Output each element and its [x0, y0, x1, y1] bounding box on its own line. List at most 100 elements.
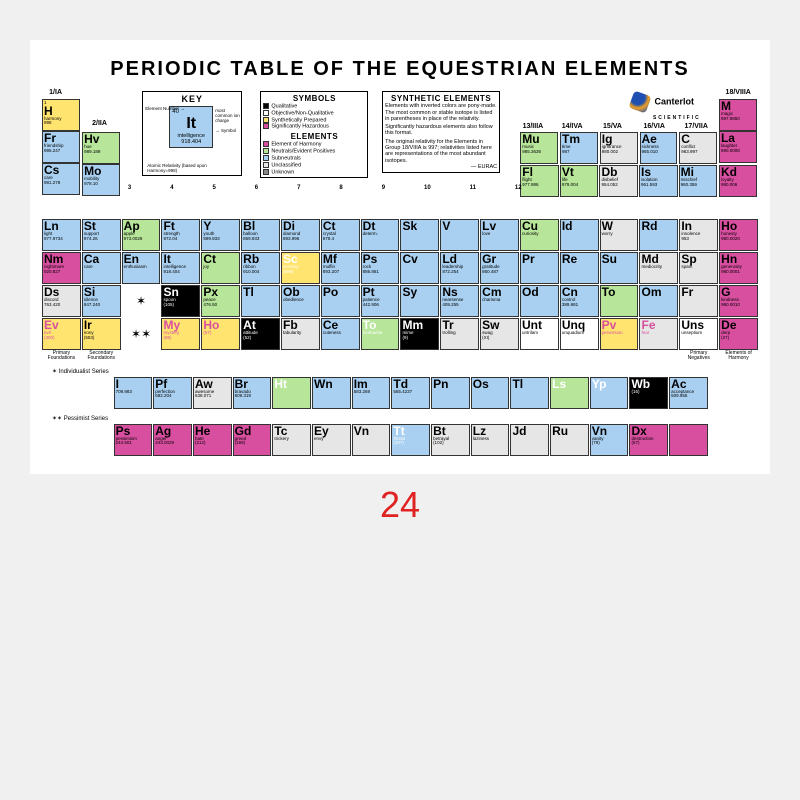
element-cell: Ininsolence953	[679, 219, 718, 251]
element-cell: Swswag(XI)	[480, 318, 519, 350]
element-cell: Mfmuffin893.207	[321, 252, 360, 284]
element-cell: Pxpeace476.50	[201, 285, 240, 317]
element-cell: Pr	[520, 252, 559, 284]
page-number: 24	[380, 484, 420, 526]
element-weight: 509.955	[671, 394, 706, 399]
series-a-label: ✶ Individualist Series	[52, 368, 768, 375]
element-symbol: Bt	[433, 425, 468, 437]
legend-synth-sig: — EURAC	[385, 164, 497, 170]
element-cell: Itintelligence918.404	[161, 252, 200, 284]
element-symbol: Td	[393, 378, 428, 390]
element-name-label: trolling	[442, 331, 477, 336]
element-cell: Cv	[400, 252, 439, 284]
element-cell: Aganger243.0029	[153, 424, 192, 456]
element-weight: (102)	[433, 441, 468, 446]
element-weight: 965.010	[642, 150, 676, 155]
element-weight: (67)	[203, 331, 238, 336]
element-cell: Mymystery(86)	[161, 318, 200, 350]
element-cell: Acacceptance509.955	[669, 377, 708, 409]
element-symbol: Tc	[274, 425, 309, 437]
element-cell: Wworry	[600, 219, 639, 251]
element-cell: Id	[560, 219, 599, 251]
group-label-14: 14/IVA	[562, 123, 583, 130]
element-symbol: Ls	[552, 378, 587, 390]
element-symbol: Ey	[314, 425, 349, 437]
legend-synth: SYNTHETIC ELEMENTS Elements with inverte…	[382, 91, 500, 173]
element-cell: Hngenerosity980.0001	[719, 252, 758, 284]
element-symbol: Re	[562, 253, 597, 265]
element-cell: Obobedience	[281, 285, 320, 317]
element-cell: Ru	[550, 424, 589, 456]
mini-col-2: Hvhue989.189Momobility978.10	[82, 132, 120, 196]
legend-sym-items: QualitativeObjective/Non-QualitativeSynt…	[263, 103, 365, 130]
element-cell: Cncontrol389.981	[560, 285, 599, 317]
brand-logo-icon	[628, 90, 651, 113]
key-title: KEY	[145, 94, 239, 104]
swatch-icon	[263, 123, 269, 129]
element-symbol: Vn	[354, 425, 389, 437]
element-cell: Os	[471, 377, 510, 409]
element-weight: 609.319	[235, 394, 270, 399]
mini-col-17: Cconflict963.997	[679, 132, 717, 164]
element-weight: (898)	[283, 270, 318, 275]
element-weight: 953	[681, 237, 716, 242]
key-wt: 918.404	[172, 139, 210, 145]
element-symbol: Sk	[402, 220, 437, 232]
element-weight: (105)	[163, 303, 198, 308]
element-symbol: Os	[473, 378, 508, 390]
brand-sub: SCIENTIFIC	[653, 115, 701, 121]
element-symbol: Tl	[243, 286, 278, 298]
key-sym: It	[172, 115, 210, 133]
element-cell: Dtdeterm.	[361, 219, 400, 251]
element-weight: 860.487	[482, 270, 517, 275]
element-name-label: unseptium	[681, 331, 716, 336]
brand: Canterlot SCIENTIFIC	[631, 93, 701, 121]
element-weight: 682.204	[155, 394, 190, 399]
element-name-label: care	[84, 265, 119, 270]
element-name-label: envy	[314, 437, 349, 442]
element-weight: 981.278	[44, 181, 78, 186]
element-cell: Totoothache	[361, 318, 400, 350]
element-symbol: Ht	[274, 378, 309, 390]
mini-col-13: Mumusic985.3636	[520, 132, 558, 164]
element-name-label: mediocrity	[641, 265, 676, 270]
element-weight: 998	[44, 121, 78, 126]
element-cell: Sk	[400, 219, 439, 251]
element-weight: (169)	[235, 441, 270, 446]
element-symbol: I	[116, 378, 151, 390]
foot-c17: Primary Negatives	[679, 351, 718, 362]
element-symbol: Id	[562, 220, 597, 232]
element-cell: Dxdestruction(67)	[629, 424, 668, 456]
element-symbol: Dx	[631, 425, 666, 437]
element-cell: Eyenvy	[312, 424, 351, 456]
series-b-label: ✶✶ Pessimist Series	[52, 415, 768, 422]
element-name-label: determ.	[363, 232, 398, 237]
element-symbol: V	[442, 220, 477, 232]
element-weight: 899.933	[203, 237, 238, 242]
element-cell: Hohonesty980.0020	[719, 219, 758, 251]
element-name-label: joy	[203, 265, 238, 270]
element-cell: Trtrolling	[440, 318, 479, 350]
element-weight: 763.420	[44, 303, 79, 308]
element-name-label: laziness	[473, 437, 508, 442]
element-cell: Enenthusiasm	[122, 252, 161, 284]
element-cell: Wb(16)	[629, 377, 668, 409]
element-weight: 243.0029	[155, 441, 190, 446]
legend-row: Qualitative	[263, 103, 365, 110]
element-cell: Tl	[241, 285, 280, 317]
element-cell: Od	[520, 285, 559, 317]
element-name-label: enthusiasm	[124, 265, 159, 270]
element-weight: 476.50	[203, 303, 238, 308]
element-cell: Frfriendship995.247	[42, 131, 80, 163]
element-cell: Snspoon(105)	[161, 285, 200, 317]
element-cell: Isisolation961.593	[639, 165, 678, 197]
poster-title: PERIODIC TABLE OF THE EQUESTRIAN ELEMENT…	[42, 58, 758, 81]
element-cell: Fbtabularity	[281, 318, 320, 350]
element-name-label: obedience	[283, 298, 318, 303]
element-weight: 244.501	[116, 441, 151, 446]
legend-synth-b1: Elements with inverted colors are pony-m…	[385, 103, 497, 122]
element-cell: Dsdiscord763.420	[42, 285, 81, 317]
element-cell: Gkindness980.0010	[719, 285, 758, 317]
element-cell	[669, 424, 708, 456]
element-weight: (86)	[163, 336, 198, 341]
